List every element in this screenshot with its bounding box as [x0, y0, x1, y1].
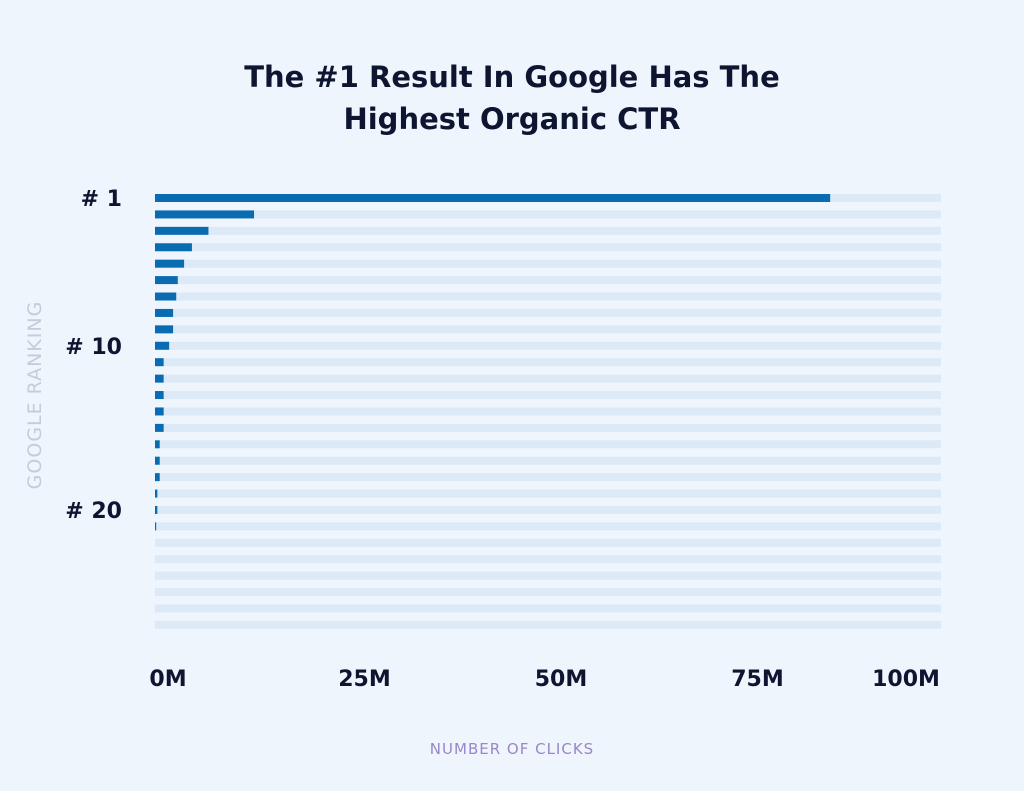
bar-track: [155, 423, 941, 432]
bar-track: [155, 391, 941, 400]
bar-rank-11: [155, 358, 164, 367]
bar-rank-5: [155, 259, 185, 268]
bar-rank-21: [155, 522, 157, 531]
bar-rank-13: [155, 391, 164, 400]
y-tick-label: # 1: [81, 187, 122, 212]
bar-rank-10: [155, 341, 170, 350]
x-tick-label: 0M: [149, 667, 186, 692]
bar-rank-2: [155, 210, 255, 219]
bar-track: [155, 538, 941, 547]
bar-track: [155, 226, 941, 235]
x-tick-label: 25M: [338, 667, 391, 692]
bar-track: [155, 555, 941, 564]
bar-track: [155, 620, 941, 629]
bar-track: [155, 276, 941, 285]
bar-rank-8: [155, 308, 174, 317]
bar-track: [155, 407, 941, 416]
x-tick-label: 50M: [535, 667, 588, 692]
bar-track: [155, 522, 941, 531]
y-axis-label: GOOGLE RANKING: [24, 300, 46, 490]
bar-track: [155, 259, 941, 268]
y-tick-label: # 20: [65, 499, 122, 524]
bar-rank-18: [155, 473, 160, 482]
bar-track: [155, 358, 941, 367]
bar-rank-7: [155, 292, 177, 301]
bar-track: [155, 588, 941, 597]
bar-rank-4: [155, 243, 192, 252]
y-tick-label: # 10: [65, 335, 122, 360]
bar-track: [155, 308, 941, 317]
bar-rank-3: [155, 226, 209, 235]
bar-rank-15: [155, 423, 164, 432]
bar-rank-16: [155, 440, 160, 449]
bar-rank-9: [155, 325, 174, 334]
title-line-2: Highest Organic CTR: [343, 102, 681, 136]
bar-track: [155, 325, 941, 334]
bar-track: [155, 341, 941, 350]
bar-rank-20: [155, 505, 158, 514]
bar-track: [155, 292, 941, 301]
bar-track: [155, 473, 941, 482]
bar-track: [155, 571, 941, 580]
x-tick-label: 100M: [872, 667, 940, 692]
bar-track: [155, 243, 941, 252]
bar-track: [155, 210, 941, 219]
bar-rank-17: [155, 456, 160, 465]
bar-track: [155, 489, 941, 498]
bar-rank-12: [155, 374, 164, 383]
bar-track: [155, 456, 941, 465]
bar-rank-1: [155, 194, 831, 202]
bar-track: [155, 604, 941, 613]
bar-track: [155, 440, 941, 449]
x-tick-label: 75M: [731, 667, 784, 692]
bar-rank-19: [155, 489, 158, 498]
bar-track: [155, 505, 941, 514]
bar-rank-6: [155, 276, 178, 285]
bar-rank-14: [155, 407, 164, 416]
title-line-1: The #1 Result In Google Has The: [244, 60, 780, 94]
x-axis-label: NUMBER OF CLICKS: [429, 740, 595, 758]
chart-title: The #1 Result In Google Has The Highest …: [0, 56, 1024, 140]
bar-track: [155, 374, 941, 383]
